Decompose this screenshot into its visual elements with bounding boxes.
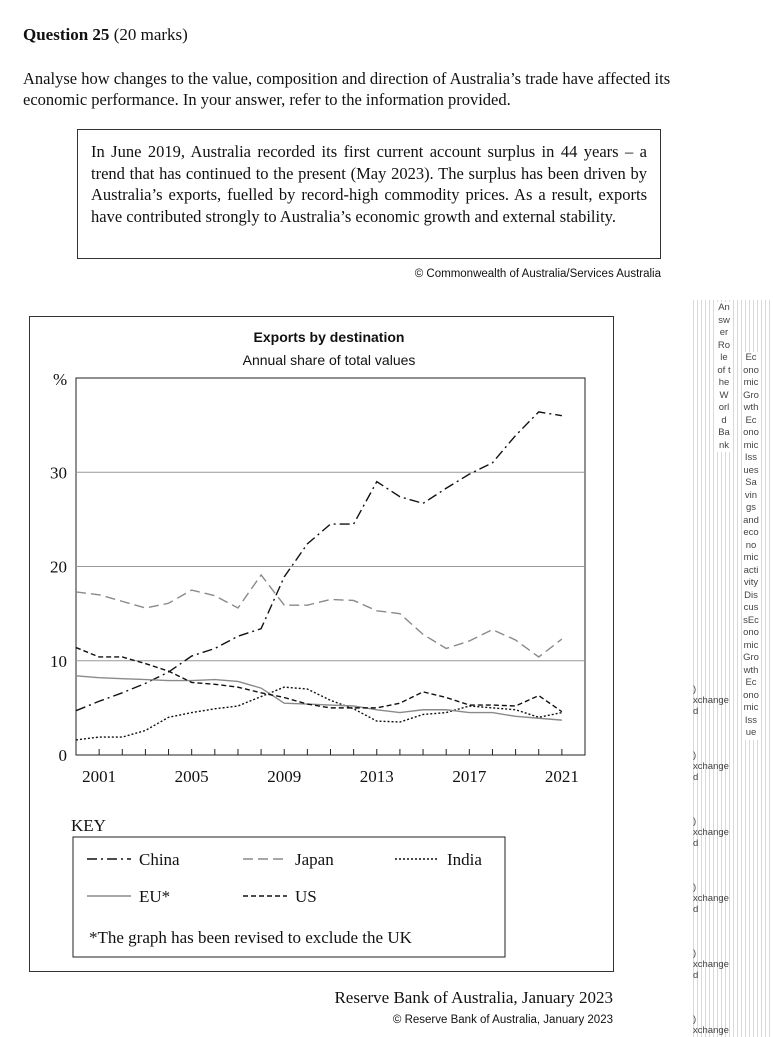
exchange-suffix: d — [693, 904, 699, 915]
question-marks: (20 marks) — [113, 25, 188, 44]
question-prompt: Analyse how changes to the value, compos… — [23, 69, 671, 109]
x-tick-label: 2009 — [267, 767, 301, 786]
exchange-suffix: d — [693, 838, 699, 849]
exchange-prefix: ) — [693, 750, 697, 761]
y-tick-label: 20 — [50, 558, 67, 577]
clipped-sidebar: AnswerRole of the World Bank Economic Gr… — [693, 300, 773, 1037]
chart-frame — [29, 316, 614, 972]
legend-label: Japan — [295, 850, 334, 869]
y-tick-label: 30 — [50, 463, 67, 482]
stimulus-text: In June 2019, Australia recorded its fir… — [91, 142, 647, 226]
sidebar-column-a: AnswerRole of the World Bank — [717, 302, 731, 452]
legend-note: *The graph has been revised to exclude t… — [89, 928, 413, 947]
exchange-label: xchange — [693, 959, 729, 970]
series-line-india — [75, 686, 563, 741]
x-tick-label: 2001 — [82, 767, 116, 786]
question-number: Question 25 — [23, 25, 110, 44]
series-line-us — [75, 646, 563, 713]
exchange-label: xchange — [693, 695, 729, 706]
x-tick-label: 2017 — [452, 767, 487, 786]
legend: China Japan India EU* US — [87, 850, 482, 906]
exchange-prefix: ) — [693, 948, 697, 959]
y-tick-label: 10 — [50, 652, 67, 671]
sidebar-column-b: Economic GrowthEconomic IssuesSavings an… — [743, 352, 759, 740]
legend-label: EU* — [139, 887, 170, 906]
exchange-label: xchange — [693, 1025, 729, 1036]
legend-label: US — [295, 887, 317, 906]
sidebar-column-lines — [693, 300, 773, 1037]
y-tick-label: 0 — [59, 746, 68, 765]
chart-title: Exports by destination — [254, 329, 405, 345]
chart-subtitle: Annual share of total values — [243, 352, 416, 368]
exchange-prefix: ) — [693, 1014, 697, 1025]
exchange-prefix: ) — [693, 684, 697, 695]
x-tick-label: 2005 — [175, 767, 209, 786]
exchange-prefix: ) — [693, 816, 697, 827]
legend-label: India — [447, 850, 482, 869]
legend-label: China — [139, 850, 180, 869]
chart-ticks: 0 10 20 30 2001 2005 2009 2013 2017 2021 — [50, 463, 586, 786]
exchange-suffix: d — [693, 970, 699, 981]
series-line-eu — [75, 675, 562, 721]
stimulus-credit: © Commonwealth of Australia/Services Aus… — [414, 268, 661, 280]
series-line-china — [75, 411, 562, 712]
x-tick-label: 2013 — [360, 767, 394, 786]
question-heading: Question 25 (20 marks) — [23, 25, 188, 45]
exchange-suffix: d — [693, 706, 699, 717]
y-axis-unit-label: % — [53, 370, 67, 389]
exchange-label: xchange — [693, 827, 729, 838]
chart-grid — [75, 377, 586, 756]
exchange-label: xchange — [693, 761, 729, 772]
stimulus-box: In June 2019, Australia recorded its fir… — [77, 129, 661, 259]
chart-series — [75, 411, 563, 741]
exchange-prefix: ) — [693, 882, 697, 893]
exchange-label: xchange — [693, 893, 729, 904]
legend-title: KEY — [71, 816, 106, 835]
series-line-japan — [75, 573, 563, 658]
chart-source: Reserve Bank of Australia, January 2023 — [334, 988, 613, 1007]
x-tick-label: 2021 — [545, 767, 579, 786]
chart-copyright: © Reserve Bank of Australia, January 202… — [392, 1014, 613, 1026]
exports-chart: Exports by destination Annual share of t… — [50, 329, 586, 958]
exchange-suffix: d — [693, 772, 699, 783]
legend-box — [72, 836, 506, 958]
